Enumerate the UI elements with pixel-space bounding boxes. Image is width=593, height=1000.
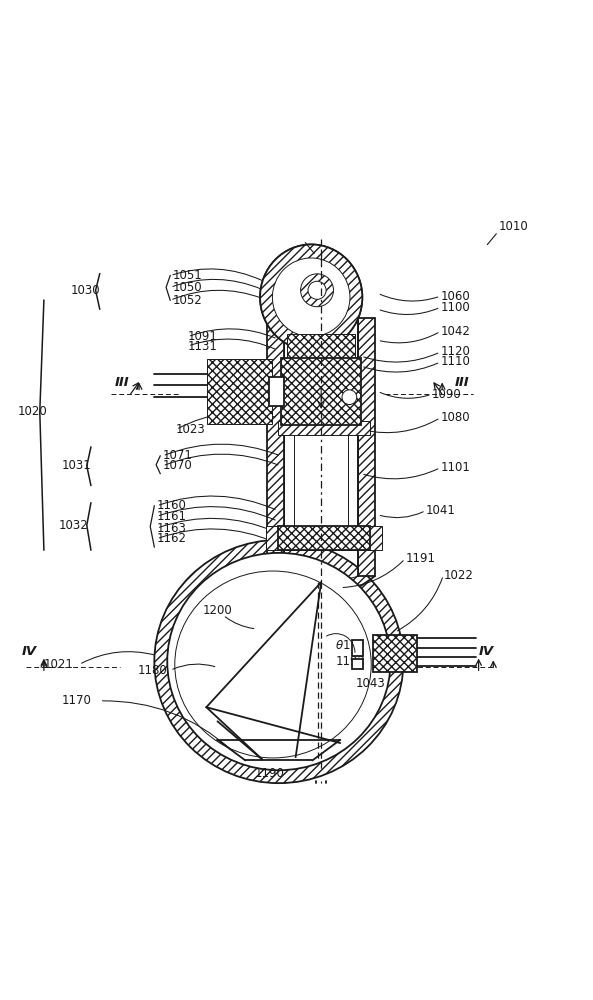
Text: 1163: 1163 (157, 522, 187, 535)
Text: 1031: 1031 (62, 459, 91, 472)
Text: IV: IV (479, 645, 494, 658)
Text: 1060: 1060 (441, 290, 470, 303)
Text: 1051: 1051 (173, 269, 203, 282)
Text: 1190: 1190 (255, 767, 285, 780)
Text: 1180: 1180 (138, 664, 168, 677)
Text: 1170: 1170 (62, 694, 91, 707)
Bar (352, 659, 363, 669)
Text: 1043: 1043 (355, 677, 385, 690)
Text: 1030: 1030 (71, 284, 100, 297)
Bar (373, 635, 417, 672)
Ellipse shape (167, 553, 391, 770)
Bar (286, 334, 355, 370)
Ellipse shape (260, 244, 362, 350)
Text: 1101: 1101 (441, 461, 470, 474)
Text: IV: IV (22, 645, 37, 658)
Ellipse shape (301, 274, 333, 307)
Bar (280, 358, 361, 425)
Text: III: III (114, 376, 129, 389)
Bar (266, 526, 382, 550)
Bar (269, 377, 283, 406)
Text: $\theta$1: $\theta$1 (334, 639, 350, 652)
Text: 1071: 1071 (162, 449, 193, 462)
Ellipse shape (154, 540, 403, 783)
Text: 1032: 1032 (59, 519, 88, 532)
Text: 1200: 1200 (202, 604, 232, 617)
Text: 1042: 1042 (441, 325, 470, 338)
Text: 1050: 1050 (173, 281, 203, 294)
Text: 1023: 1023 (176, 423, 206, 436)
Bar (283, 318, 358, 576)
Text: 1192: 1192 (336, 655, 366, 668)
Text: 1010: 1010 (499, 220, 529, 233)
Text: 1020: 1020 (17, 405, 47, 418)
Ellipse shape (272, 258, 350, 337)
Bar (207, 359, 272, 424)
Text: 1162: 1162 (157, 532, 187, 545)
Ellipse shape (342, 390, 357, 405)
Text: 1070: 1070 (162, 459, 192, 472)
Text: 1191: 1191 (405, 552, 435, 565)
Text: 1041: 1041 (426, 504, 455, 517)
Text: 1160: 1160 (157, 499, 187, 512)
Text: 1021: 1021 (44, 658, 74, 671)
Text: III: III (455, 376, 470, 389)
Text: 1161: 1161 (157, 510, 187, 523)
Bar (352, 640, 363, 656)
Bar (278, 526, 370, 550)
Text: 1110: 1110 (441, 355, 470, 368)
Text: 1091: 1091 (188, 330, 218, 343)
Text: 1052: 1052 (173, 294, 203, 307)
Bar (358, 318, 375, 576)
Text: 1131: 1131 (188, 340, 218, 353)
Bar (278, 421, 370, 435)
Text: 1120: 1120 (441, 345, 470, 358)
Text: 1022: 1022 (444, 569, 473, 582)
Bar (267, 318, 283, 576)
Ellipse shape (260, 244, 362, 350)
Ellipse shape (308, 281, 326, 299)
Text: 1080: 1080 (441, 411, 470, 424)
Text: 1100: 1100 (441, 301, 470, 314)
Text: 1090: 1090 (432, 388, 461, 401)
